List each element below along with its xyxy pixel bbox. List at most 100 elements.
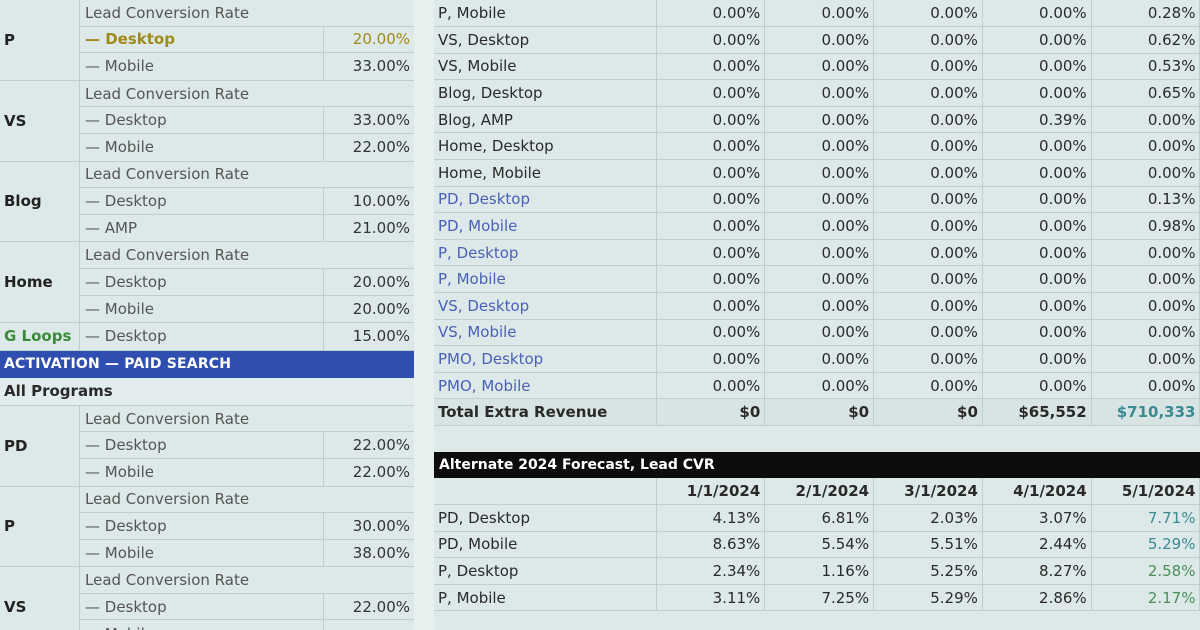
cell-value[interactable]: 0.00%: [982, 186, 1092, 214]
cell-value[interactable]: 0.53%: [1091, 53, 1200, 81]
cell-value[interactable]: 0.00%: [656, 239, 766, 267]
cell-value[interactable]: 7.71%: [1091, 504, 1200, 532]
cell-value[interactable]: 0.13%: [1091, 186, 1200, 214]
rate-row[interactable]: — Desktop 20.00%: [80, 26, 414, 54]
total-value[interactable]: $0: [656, 398, 766, 426]
cell-value[interactable]: 0.00%: [873, 106, 983, 134]
rate-row[interactable]: — Desktop 22.00%: [80, 432, 414, 459]
row-name[interactable]: PMO, Desktop: [434, 345, 657, 373]
rate-row[interactable]: — Mobile 33.00%: [80, 53, 414, 80]
cell-value[interactable]: 0.00%: [1091, 345, 1200, 373]
cell-value[interactable]: 0.00%: [873, 265, 983, 294]
cell-value[interactable]: 5.29%: [873, 584, 983, 612]
total-value[interactable]: $0: [764, 398, 875, 426]
cell-value[interactable]: 0.00%: [982, 319, 1092, 347]
rate-value[interactable]: 22.00%: [352, 463, 410, 482]
cell-value[interactable]: 0.00%: [764, 53, 875, 81]
rate-value[interactable]: 22.00%: [352, 436, 410, 455]
rate-value[interactable]: 20.00%: [352, 30, 410, 49]
cell-value[interactable]: 2.44%: [982, 531, 1092, 559]
cell-value[interactable]: 0.00%: [982, 372, 1092, 400]
cell-value[interactable]: 0.00%: [982, 26, 1092, 54]
rate-value[interactable]: 20.00%: [352, 299, 410, 318]
rate-row[interactable]: — Mobile 38.00%: [80, 539, 414, 567]
cell-value[interactable]: 0.00%: [764, 79, 875, 107]
cell-value[interactable]: 0.00%: [1091, 159, 1200, 187]
row-name[interactable]: PMO, Mobile: [434, 372, 657, 400]
cell-value[interactable]: 0.00%: [873, 53, 983, 81]
cell-value[interactable]: 2.86%: [982, 584, 1092, 612]
row-name[interactable]: PD, Desktop: [434, 186, 657, 214]
lead-conversion-rate-row[interactable]: Lead Conversion Rate: [80, 406, 414, 433]
rate-value[interactable]: 33.00%: [352, 57, 410, 76]
rate-value[interactable]: 20.00%: [352, 272, 410, 291]
cell-value[interactable]: 5.29%: [1091, 531, 1200, 559]
cell-value[interactable]: 0.98%: [1091, 212, 1200, 240]
cell-value[interactable]: 0.00%: [656, 319, 766, 347]
rate-value[interactable]: 21.00%: [352, 219, 410, 238]
rate-row[interactable]: — Mobile 20.00%: [80, 295, 414, 323]
lead-conversion-rate-row[interactable]: Lead Conversion Rate: [80, 567, 414, 594]
lead-conversion-rate-row[interactable]: Lead Conversion Rate: [80, 162, 414, 189]
cell-value[interactable]: 0.00%: [764, 372, 875, 400]
cell-value[interactable]: 0.39%: [982, 106, 1092, 134]
lead-conversion-rate-row[interactable]: Lead Conversion Rate: [80, 0, 414, 27]
cell-value[interactable]: 0.28%: [1091, 0, 1200, 28]
rate-row[interactable]: — Desktop 30.00%: [80, 513, 414, 540]
cell-value[interactable]: 8.27%: [982, 557, 1092, 585]
cell-value[interactable]: 0.00%: [982, 265, 1092, 294]
rate-value[interactable]: 30.00%: [352, 516, 410, 535]
cell-value[interactable]: 2.03%: [873, 504, 983, 532]
cell-value[interactable]: 0.00%: [1091, 239, 1200, 267]
cell-value[interactable]: 0.00%: [656, 26, 766, 54]
cell-value[interactable]: 0.00%: [656, 212, 766, 240]
cell-value[interactable]: 0.00%: [764, 292, 875, 320]
rate-value[interactable]: 15.00%: [352, 327, 410, 346]
cell-value[interactable]: 2.17%: [1091, 584, 1200, 612]
total-value[interactable]: $710,333: [1091, 398, 1200, 426]
rate-row[interactable]: — Desktop 22.00%: [80, 593, 414, 621]
cell-value[interactable]: 0.00%: [982, 132, 1092, 161]
cell-value[interactable]: 0.00%: [873, 79, 983, 107]
cell-value[interactable]: 5.51%: [873, 531, 983, 559]
total-value[interactable]: $0: [873, 398, 983, 426]
rate-value[interactable]: 33.00%: [352, 111, 410, 130]
rate-row[interactable]: — Mobile 22.00%: [80, 133, 414, 161]
lead-conversion-rate-row[interactable]: Lead Conversion Rate: [80, 242, 414, 269]
row-name[interactable]: P, Mobile: [434, 265, 657, 294]
cell-value[interactable]: 0.00%: [982, 0, 1092, 28]
cell-value[interactable]: 0.00%: [873, 239, 983, 267]
lead-conversion-rate-row[interactable]: Lead Conversion Rate: [80, 487, 414, 514]
cell-value[interactable]: 0.00%: [656, 0, 766, 28]
cell-value[interactable]: 2.34%: [656, 557, 766, 585]
cell-value[interactable]: 0.00%: [1091, 265, 1200, 294]
rate-value[interactable]: [324, 620, 414, 630]
cell-value[interactable]: 0.00%: [764, 26, 875, 54]
cell-value[interactable]: 0.00%: [656, 265, 766, 294]
cell-value[interactable]: 0.00%: [656, 53, 766, 81]
cell-value[interactable]: 3.07%: [982, 504, 1092, 532]
row-name[interactable]: VS, Desktop: [434, 292, 657, 320]
cell-value[interactable]: 0.00%: [764, 265, 875, 294]
cell-value[interactable]: 0.00%: [1091, 132, 1200, 161]
cell-value[interactable]: 0.00%: [656, 79, 766, 107]
cell-value[interactable]: 0.00%: [982, 53, 1092, 81]
cell-value[interactable]: 0.00%: [656, 132, 766, 161]
cell-value[interactable]: 0.00%: [982, 345, 1092, 373]
cell-value[interactable]: 0.00%: [764, 186, 875, 214]
cell-value[interactable]: 0.00%: [1091, 372, 1200, 400]
cell-value[interactable]: 0.65%: [1091, 79, 1200, 107]
cell-value[interactable]: 0.00%: [764, 239, 875, 267]
cell-value[interactable]: 0.00%: [873, 159, 983, 187]
rate-row[interactable]: — Mobile: [80, 620, 414, 630]
cell-value[interactable]: 0.00%: [1091, 292, 1200, 320]
cell-value[interactable]: 0.00%: [656, 106, 766, 134]
rate-row[interactable]: — AMP 21.00%: [80, 214, 414, 242]
cell-value[interactable]: 5.54%: [764, 531, 875, 559]
rate-value[interactable]: 22.00%: [352, 597, 410, 616]
rate-row[interactable]: — Mobile 22.00%: [80, 458, 414, 486]
cell-value[interactable]: 0.00%: [982, 212, 1092, 240]
rate-value[interactable]: 22.00%: [352, 138, 410, 157]
cell-value[interactable]: 0.00%: [1091, 106, 1200, 134]
cell-value[interactable]: 0.00%: [982, 239, 1092, 267]
